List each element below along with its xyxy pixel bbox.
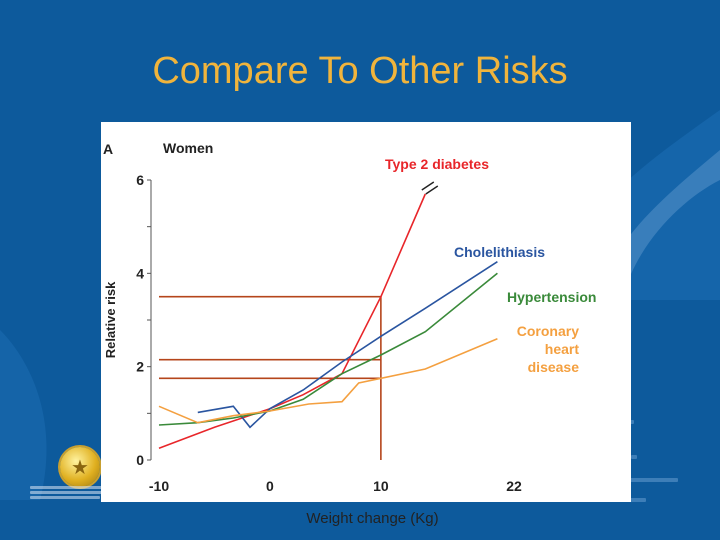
chart-labels: A Women Type 2 diabetes Cholelithiasis Hyper… [103, 140, 596, 375]
y-tick-label: 4 [136, 265, 144, 281]
y-axis-label: Relative risk [103, 281, 118, 358]
axis-break-mark [421, 181, 435, 191]
footer-logo-text [30, 484, 126, 506]
axis-break-mark [425, 185, 439, 195]
x-tick-label: 10 [373, 478, 389, 494]
series-label-type-2-diabetes: Type 2 diabetes [385, 156, 489, 172]
x-tick-label: 0 [266, 478, 274, 494]
y-tick-label: 0 [136, 452, 144, 468]
series-label-chd-line: heart [545, 341, 580, 357]
series-label-chd-line: Coronary [517, 323, 579, 339]
series-label-chd-line: disease [528, 359, 580, 375]
chart-axes: 0 2 4 6 -10 0 10 22 Relative risk [103, 172, 522, 494]
series-line-type-2-diabetes [158, 193, 427, 450]
panel-label: A [103, 141, 113, 157]
y-tick-label: 6 [136, 172, 144, 188]
chart-series [158, 193, 498, 450]
x-tick-label: 22 [506, 478, 522, 494]
y-tick-label: 2 [136, 359, 144, 375]
series-line-coronary-heart-disease [158, 337, 498, 424]
relative-risk-chart: 0 2 4 6 -10 0 10 22 Relative risk A Women Type 2 d… [103, 140, 596, 494]
chart-title: Women [163, 140, 213, 156]
chart-panel: 0 2 4 6 -10 0 10 22 Relative risk A Women Type 2 d… [101, 122, 631, 502]
series-label-cholelithiasis: Cholelithiasis [454, 244, 545, 260]
series-label-hypertension: Hypertension [507, 289, 596, 305]
star-icon: ★ [71, 457, 89, 479]
slide-title: Compare To Other Risks [152, 50, 568, 92]
x-axis-caption: Weight change (Kg) [306, 510, 439, 527]
series-line-cholelithiasis [197, 261, 498, 429]
x-tick-label: -10 [149, 478, 169, 494]
accreditation-seal-icon: ★ [60, 447, 100, 487]
